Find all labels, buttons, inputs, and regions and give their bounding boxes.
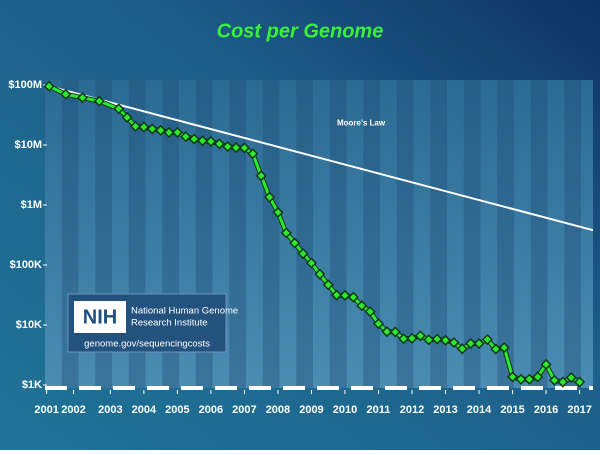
point: [188, 133, 200, 145]
x-tick-label: 2008: [266, 404, 290, 416]
point: [146, 123, 158, 135]
point: [473, 338, 485, 350]
point: [565, 372, 577, 384]
point: [540, 358, 552, 371]
x-tick-label: 2009: [299, 404, 323, 416]
point: [138, 121, 150, 133]
point: [574, 376, 586, 388]
point: [515, 373, 527, 385]
x-tick-label: 2014: [467, 404, 492, 416]
x-tick-label: 2013: [433, 404, 457, 416]
point: [121, 111, 133, 124]
point: [557, 376, 569, 388]
logo-line: Research Institute: [131, 318, 208, 329]
point: [155, 124, 167, 136]
point: [439, 334, 452, 346]
point: [406, 332, 418, 344]
point: [222, 141, 234, 153]
x-tick-label: 2015: [500, 404, 524, 416]
point: [364, 306, 376, 318]
plot: $1K $10K $100K $1M $10M $100M 2001 2002 2003 2004…: [8, 79, 594, 416]
point: [339, 289, 351, 301]
y-tick-label: $10M: [14, 139, 42, 151]
point: [398, 333, 410, 345]
x-tick-label: 2005: [165, 404, 189, 416]
point: [255, 170, 267, 182]
point: [347, 291, 359, 303]
point: [498, 341, 510, 354]
x-tick-label: 2017: [567, 404, 591, 416]
x-tick-label: 2012: [400, 404, 424, 416]
point: [113, 103, 125, 115]
point: [93, 95, 105, 107]
x-tick-label: 2011: [367, 404, 391, 416]
point: [431, 333, 443, 345]
x-tick-label: 2004: [132, 404, 157, 416]
point: [289, 237, 301, 249]
point: [456, 343, 468, 355]
y-tick-label: $10K: [16, 319, 42, 331]
point: [213, 138, 225, 150]
point: [238, 142, 250, 154]
x-tick-label: 2006: [199, 404, 223, 416]
point: [331, 289, 343, 301]
point: [423, 334, 435, 346]
x-tick-label: 2016: [534, 404, 558, 416]
point: [523, 373, 535, 385]
logo: NIH National Human Genome Research Insti…: [67, 293, 238, 353]
logo-url: genome.gov/sequencingcosts: [84, 339, 210, 350]
point: [448, 337, 460, 349]
point: [230, 142, 242, 154]
chart-title: Cost per Genome: [217, 20, 384, 42]
point: [297, 248, 309, 260]
x-tick-label: 2007: [232, 404, 256, 416]
logo-line: National Human Genome: [131, 306, 238, 317]
y-tick-label: $100K: [10, 259, 42, 271]
point: [129, 120, 142, 132]
y-tick-label: $1K: [22, 379, 42, 391]
point: [532, 371, 544, 383]
logo-badge: [74, 301, 126, 333]
point: [60, 88, 72, 100]
point: [389, 326, 401, 338]
point: [180, 131, 192, 143]
point: [264, 191, 276, 203]
point: [247, 148, 259, 160]
y-tick-label: $100M: [8, 79, 42, 91]
point: [314, 268, 326, 280]
point: [481, 333, 493, 346]
point: [43, 80, 55, 92]
point: [414, 330, 426, 342]
point: [356, 300, 368, 312]
trend-line: [48, 85, 594, 232]
x-tick-label: 2010: [333, 404, 357, 416]
point: [280, 227, 292, 239]
x-tick-label: 2003: [98, 404, 122, 416]
x-tick-label: 2002: [61, 404, 85, 416]
point: [205, 135, 217, 148]
trend-label: Moore's Law: [337, 118, 386, 127]
point: [548, 374, 561, 386]
x-tick-label: 2001: [34, 404, 58, 416]
point: [272, 206, 284, 218]
y-tick-label: $1M: [21, 199, 42, 211]
point: [372, 318, 385, 330]
point: [171, 126, 183, 139]
point: [163, 126, 175, 139]
point: [76, 92, 89, 104]
point: [381, 326, 393, 338]
logo-acronym: NIH: [83, 306, 117, 328]
point: [196, 135, 209, 147]
point: [506, 371, 519, 383]
point: [305, 257, 318, 269]
point: [322, 279, 334, 291]
point: [465, 337, 477, 350]
